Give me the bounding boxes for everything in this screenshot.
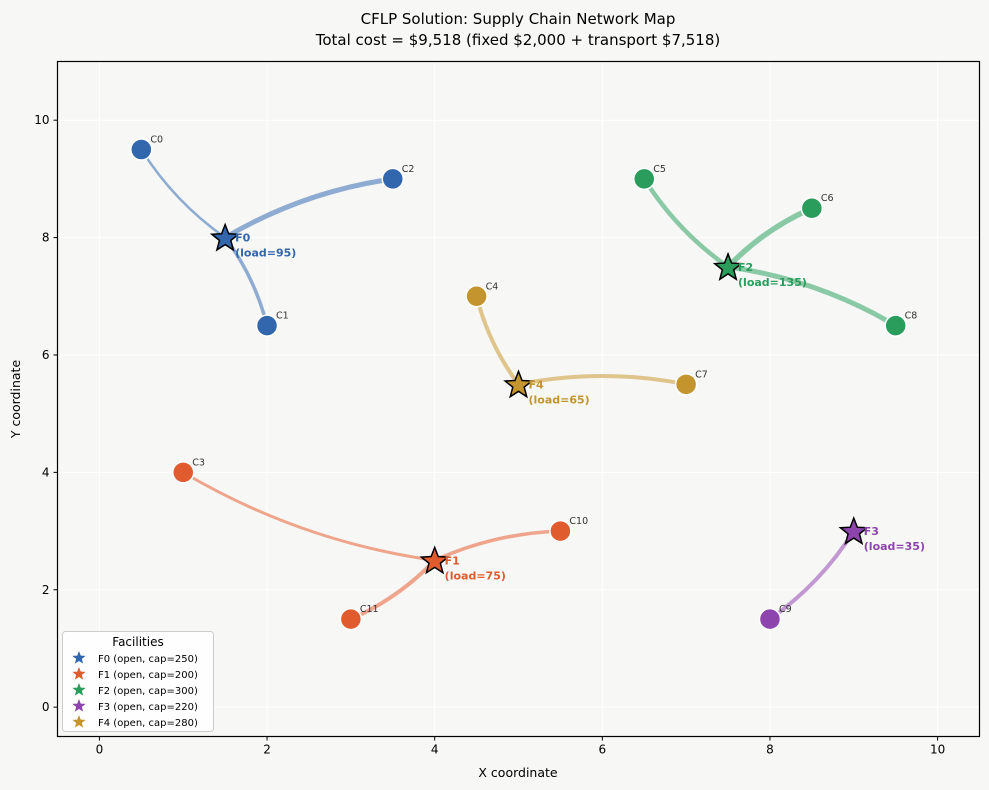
legend-star-icon-F4 bbox=[72, 715, 86, 728]
chart-subtitle: Total cost = $9,518 (fixed $2,000 + tran… bbox=[315, 31, 721, 49]
customer-point-C6 bbox=[800, 196, 824, 220]
legend-star-icon-F0 bbox=[72, 651, 86, 664]
grid bbox=[57, 61, 980, 737]
legend-entry-F3: F3 (open, cap=220) bbox=[98, 702, 198, 713]
chart-title: CFLP Solution: Supply Chain Network Map bbox=[361, 10, 676, 28]
edge-C5-F2 bbox=[642, 177, 730, 269]
y-tick-label: 2 bbox=[42, 583, 50, 597]
legend-entry-F1: F1 (open, cap=200) bbox=[98, 670, 198, 681]
assignment-edges bbox=[140, 148, 897, 621]
customer-point-C9 bbox=[758, 607, 782, 631]
customer-point-C3 bbox=[171, 461, 195, 484]
customer-point-C11 bbox=[339, 607, 363, 631]
edge-C0-F0 bbox=[140, 148, 226, 239]
facility-star-F2 bbox=[712, 251, 744, 281]
facility-load-F4: (load=65) bbox=[529, 393, 590, 406]
customer-point-C10 bbox=[549, 519, 572, 543]
y-tick-label: 8 bbox=[42, 231, 50, 245]
customer-point-C1 bbox=[255, 314, 279, 337]
customer-point-C2 bbox=[381, 167, 405, 191]
facility-label-F0: F0 bbox=[235, 232, 251, 245]
legend-box bbox=[62, 631, 214, 732]
customer-point-C8 bbox=[884, 314, 907, 337]
facility-load-F1: (load=75) bbox=[445, 569, 506, 582]
legend-star-icon-F1 bbox=[72, 667, 86, 680]
axis-ticks: 0 2 4 6 8 10 0 2 4 6 8 10 bbox=[34, 113, 945, 756]
customer-label-C8: C8 bbox=[905, 311, 918, 322]
y-tick-label: 0 bbox=[42, 700, 50, 714]
facility-load-F3: (load=35) bbox=[864, 540, 925, 553]
customer-label-C1: C1 bbox=[276, 311, 289, 322]
legend-entry-F4: F4 (open, cap=280) bbox=[98, 718, 198, 729]
edge-C2-F0 bbox=[223, 176, 394, 240]
legend-entry-F0: F0 (open, cap=250) bbox=[98, 654, 198, 665]
customer-label-C2: C2 bbox=[402, 164, 415, 175]
facility-nodes: F0 (load=95) F1 (load=75) F2 (load=135) F3 (loa… bbox=[209, 222, 925, 582]
facility-label-F3: F3 bbox=[864, 525, 879, 538]
x-tick-label: 6 bbox=[598, 743, 606, 757]
legend-star-icon-F3 bbox=[72, 699, 86, 712]
plot-frame bbox=[56, 60, 981, 738]
x-tick-label: 2 bbox=[263, 743, 271, 757]
y-tick-label: 4 bbox=[42, 465, 50, 479]
x-tick-label: 10 bbox=[930, 743, 945, 757]
plot-area bbox=[57, 61, 980, 737]
y-tick-label: 10 bbox=[34, 113, 49, 127]
customer-label-C10: C10 bbox=[569, 516, 588, 527]
edge-C3-F1 bbox=[182, 471, 435, 562]
customer-label-C11: C11 bbox=[360, 604, 379, 615]
customer-point-C7 bbox=[674, 373, 698, 396]
edge-C10-F1 bbox=[433, 529, 561, 563]
edge-C8-F2 bbox=[727, 264, 897, 328]
customer-label-C9: C9 bbox=[779, 604, 792, 615]
facility-label-F1: F1 bbox=[445, 554, 460, 567]
customer-label-C5: C5 bbox=[653, 164, 666, 175]
x-axis-label: X coordinate bbox=[478, 765, 558, 780]
facility-load-F2: (load=135) bbox=[738, 276, 807, 289]
legend: Facilities F0 (open, cap=250) F1 (open, c… bbox=[62, 631, 214, 732]
facility-star-F1 bbox=[419, 545, 450, 575]
customer-point-C5 bbox=[632, 167, 656, 191]
facility-star-F3 bbox=[838, 515, 870, 546]
legend-star-icon-F2 bbox=[72, 683, 86, 696]
facility-label-F4: F4 bbox=[529, 378, 545, 391]
customer-point-C4 bbox=[465, 285, 488, 308]
customer-label-C3: C3 bbox=[192, 457, 205, 468]
customer-point-C0 bbox=[130, 138, 153, 161]
y-tick-label: 6 bbox=[42, 348, 50, 362]
legend-title: Facilities bbox=[112, 635, 163, 649]
legend-entry-F2: F2 (open, cap=300) bbox=[98, 686, 198, 697]
facility-load-F0: (load=95) bbox=[235, 247, 296, 260]
facility-star-F0 bbox=[209, 222, 241, 252]
customer-label-C0: C0 bbox=[150, 135, 163, 146]
edge-C7-F4 bbox=[518, 373, 687, 387]
customer-label-C6: C6 bbox=[821, 193, 834, 204]
x-tick-label: 8 bbox=[766, 743, 774, 757]
facility-star-F4 bbox=[503, 369, 534, 399]
customer-label-C4: C4 bbox=[486, 281, 499, 292]
x-tick-label: 4 bbox=[431, 743, 439, 757]
y-axis-label: Y coordinate bbox=[8, 360, 23, 440]
facility-label-F2: F2 bbox=[738, 261, 753, 274]
customer-label-C7: C7 bbox=[695, 369, 708, 380]
customer-nodes: C0 C1 C2 C3 C4 C5 C6 C7 C8 C9 C10 C11 bbox=[130, 135, 918, 631]
x-tick-label: 0 bbox=[96, 743, 104, 757]
